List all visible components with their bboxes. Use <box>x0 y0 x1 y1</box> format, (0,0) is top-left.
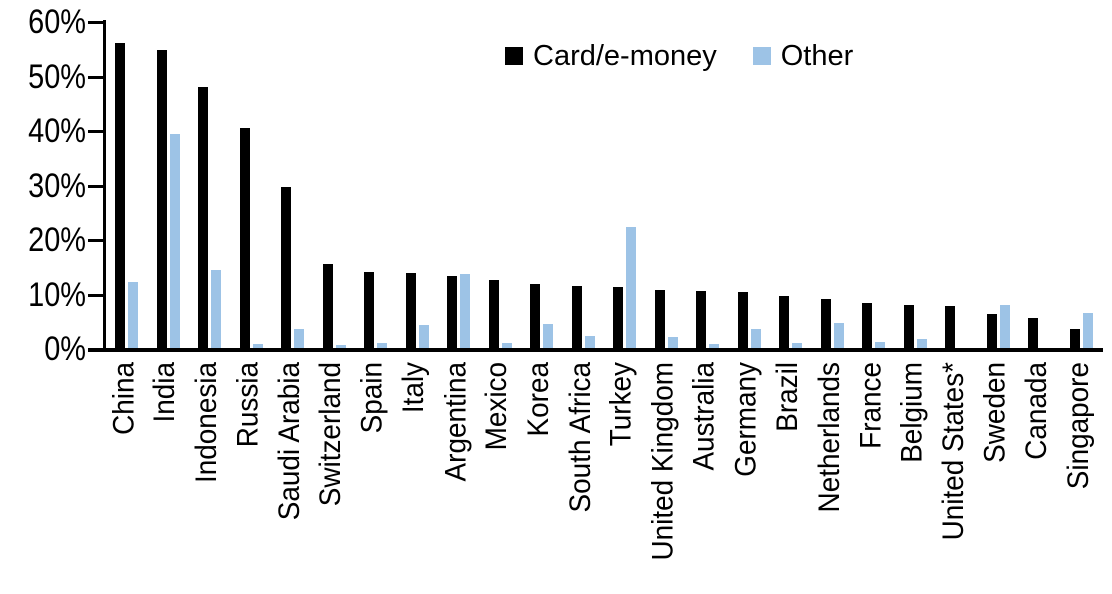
x-axis-label-mexico: Mexico <box>480 362 514 451</box>
bar-other-netherlands <box>833 323 844 350</box>
bar-card-united-states- <box>945 306 955 350</box>
bar-other-australia <box>709 344 719 350</box>
x-axis-label-china: China <box>107 362 140 435</box>
bar-other-switzerland <box>335 345 346 350</box>
x-axis-label-germany: Germany <box>729 362 763 477</box>
bar-other-united-kingdom <box>667 337 678 350</box>
bar-card-indonesia <box>198 86 208 350</box>
x-axis-label-south-africa: South Africa <box>563 362 597 513</box>
legend-swatch-card-e-money <box>505 47 523 65</box>
bar-other-turkey <box>626 226 636 350</box>
bar-card-canada <box>1028 317 1038 350</box>
bar-card-germany <box>737 292 748 350</box>
x-axis-label-indonesia: Indonesia <box>190 362 223 484</box>
y-axis-label-20: 20% <box>28 221 86 259</box>
bar-card-spain <box>364 272 374 350</box>
bar-card-united-kingdom <box>654 289 665 350</box>
y-axis-tick-30 <box>88 184 103 188</box>
x-axis-line <box>88 348 1103 352</box>
x-axis-label-italy: Italy <box>397 362 431 414</box>
x-axis-label-india: India <box>148 362 182 423</box>
x-axis-label-russia: Russia <box>231 362 265 448</box>
x-axis-label-switzerland: Switzerland <box>314 362 348 507</box>
bar-card-australia <box>696 291 706 350</box>
y-axis-tick-10 <box>88 293 103 297</box>
bar-other-korea <box>543 324 553 350</box>
x-axis-label-belgium: Belgium <box>895 362 929 463</box>
bar-card-china <box>115 42 125 350</box>
bar-card-saudi-arabia <box>281 187 291 350</box>
x-axis-label-turkey: Turkey <box>605 362 638 447</box>
x-axis-label-australia: Australia <box>688 362 721 471</box>
bar-card-korea <box>530 283 540 350</box>
legend-label-other: Other <box>780 40 854 72</box>
bar-card-italy <box>405 273 416 350</box>
bar-card-mexico <box>488 279 499 350</box>
bar-other-india <box>169 133 180 350</box>
bar-other-russia <box>252 344 263 350</box>
bar-other-indonesia <box>211 270 221 350</box>
x-axis-label-united-states-: United States* <box>937 362 970 541</box>
x-axis-label-singapore: Singapore <box>1061 362 1095 490</box>
y-axis-tick-50 <box>88 75 103 79</box>
bar-other-singapore <box>1082 312 1093 350</box>
x-axis-label-netherlands: Netherlands <box>812 362 846 513</box>
x-axis-label-argentina: Argentina <box>439 362 472 482</box>
bar-card-switzerland <box>322 264 333 350</box>
y-axis-tick-60 <box>88 21 103 24</box>
x-axis-label-france: France <box>854 362 887 449</box>
bar-card-france <box>862 302 872 350</box>
x-axis-label-sweden: Sweden <box>978 362 1012 463</box>
bar-card-singapore <box>1069 328 1080 350</box>
bar-card-sweden <box>986 314 997 350</box>
y-axis-line <box>103 20 106 352</box>
y-axis-tick-20 <box>88 239 103 242</box>
bar-card-russia <box>239 128 250 350</box>
legend-label-card-e-money: Card/e-money <box>533 40 717 72</box>
x-axis-label-canada: Canada <box>1020 362 1053 460</box>
x-axis-label-saudi-arabia: Saudi Arabia <box>273 362 306 521</box>
bar-card-india <box>156 49 167 350</box>
bar-card-south-africa <box>571 285 582 350</box>
x-axis-label-korea: Korea <box>522 362 555 437</box>
y-axis-label-60: 60% <box>28 3 86 41</box>
bar-card-belgium <box>903 305 914 350</box>
chart-legend: Card/e-money Other <box>505 40 853 72</box>
x-axis-label-brazil: Brazil <box>771 362 804 432</box>
bar-other-belgium <box>916 338 927 350</box>
bar-card-netherlands <box>820 299 831 350</box>
bar-other-spain <box>377 343 387 350</box>
y-axis-label-30: 30% <box>28 166 86 205</box>
bar-card-turkey <box>613 286 623 350</box>
bar-other-south-africa <box>584 336 595 350</box>
x-axis-label-spain: Spain <box>356 362 389 434</box>
bar-other-brazil <box>792 343 802 350</box>
bar-card-argentina <box>447 276 457 350</box>
x-axis-label-united-kingdom: United Kingdom <box>646 362 680 561</box>
bar-other-italy <box>418 324 429 350</box>
bar-other-france <box>875 341 885 350</box>
bar-other-germany <box>750 328 761 350</box>
y-axis-tick-40 <box>88 130 103 133</box>
bar-other-mexico <box>501 342 512 350</box>
bar-other-argentina <box>460 274 470 350</box>
bar-other-saudi-arabia <box>294 328 304 350</box>
bar-other-china <box>128 282 138 350</box>
bar-other-sweden <box>999 305 1010 350</box>
y-axis-label-10: 10% <box>28 275 86 314</box>
bar-card-brazil <box>779 295 789 350</box>
y-axis-label-50: 50% <box>28 57 86 96</box>
y-axis-label-40: 40% <box>28 112 86 150</box>
y-axis-label-0: 0% <box>44 330 86 368</box>
legend-swatch-other <box>752 47 771 65</box>
